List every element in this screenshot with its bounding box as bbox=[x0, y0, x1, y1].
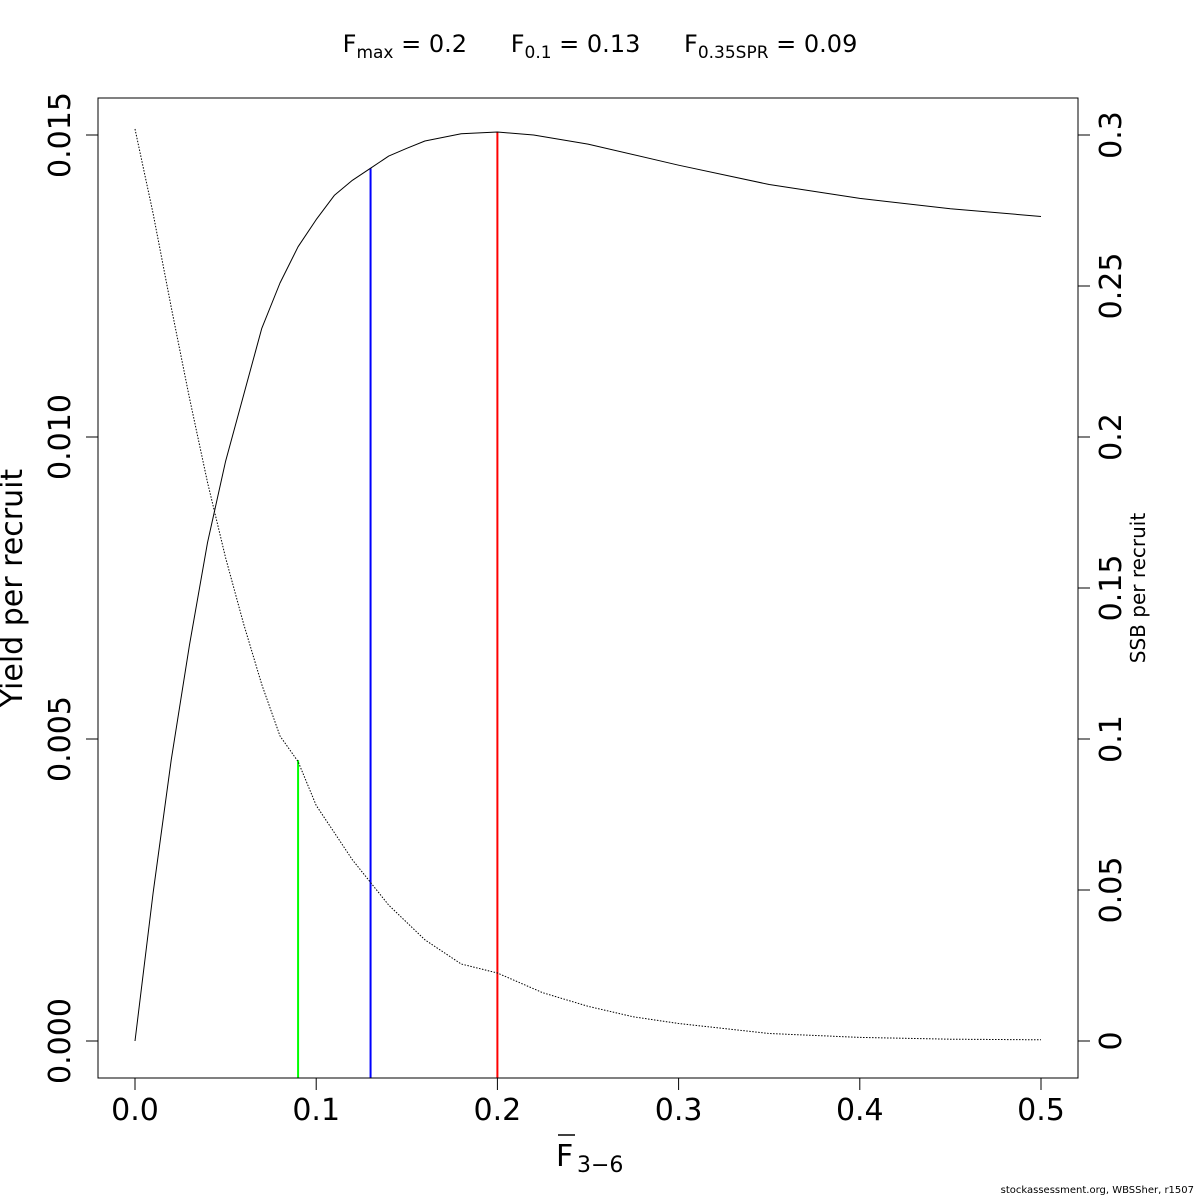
y-left-tick-label: 0.010 bbox=[43, 394, 78, 480]
y-right-tick-label: 0.15 bbox=[1094, 555, 1129, 622]
title-fmax: Fmax = 0.2 bbox=[342, 30, 468, 63]
x-label-subscript: 3−6 bbox=[577, 1153, 623, 1178]
x-tick-label: 0.2 bbox=[474, 1093, 522, 1128]
y-right-tick-label: 0.3 bbox=[1094, 111, 1129, 159]
x-tick-label: 0.4 bbox=[836, 1093, 884, 1128]
title-f01: F0.1 = 0.13 bbox=[510, 30, 641, 63]
y-right-tick-label: 0 bbox=[1094, 1031, 1129, 1050]
x-tick-label: 0.5 bbox=[1017, 1093, 1065, 1128]
y-left-label: Yield per recruit bbox=[0, 469, 30, 709]
x-tick-label: 0.0 bbox=[111, 1093, 159, 1128]
y-axis-left: 0.000 0.005 0.010 0.015 bbox=[43, 92, 98, 1084]
ssb-per-recruit-line bbox=[134, 128, 1042, 1041]
y-right-tick-label: 0.05 bbox=[1094, 857, 1129, 924]
x-axis: 0.0 0.1 0.2 0.3 0.4 0.5 bbox=[111, 1078, 1065, 1128]
y-left-tick-label: 0.005 bbox=[43, 696, 78, 782]
x-axis-label: F 3−6 bbox=[556, 1134, 623, 1178]
y-right-tick-label: 0.25 bbox=[1094, 253, 1129, 320]
footer-credit: stockassessment.org, WBSSher, r1507 bbox=[1000, 1185, 1194, 1196]
y-right-label: SSB per recruit bbox=[1126, 513, 1150, 664]
chart-title-row: Fmax = 0.2 F0.1 = 0.13 F0.35SPR = 0.09 bbox=[0, 30, 1200, 63]
curves bbox=[134, 128, 1042, 1042]
y-axis-right: 0 0.05 0.1 0.15 0.2 0.25 0.3 bbox=[1078, 111, 1129, 1051]
reference-lines bbox=[297, 131, 499, 1078]
x-tick-label: 0.3 bbox=[655, 1093, 703, 1128]
x-tick-label: 0.1 bbox=[292, 1093, 340, 1128]
y-left-tick-label: 0.000 bbox=[43, 998, 78, 1084]
x-label-main: F bbox=[556, 1139, 573, 1174]
y-right-tick-label: 0.1 bbox=[1094, 715, 1129, 763]
yield-per-recruit-line bbox=[134, 131, 1042, 1042]
y-right-tick-label: 0.2 bbox=[1094, 413, 1129, 461]
plot-frame bbox=[97, 97, 1079, 1079]
title-f035spr: F0.35SPR = 0.09 bbox=[684, 30, 858, 63]
y-left-tick-label: 0.015 bbox=[43, 92, 78, 178]
